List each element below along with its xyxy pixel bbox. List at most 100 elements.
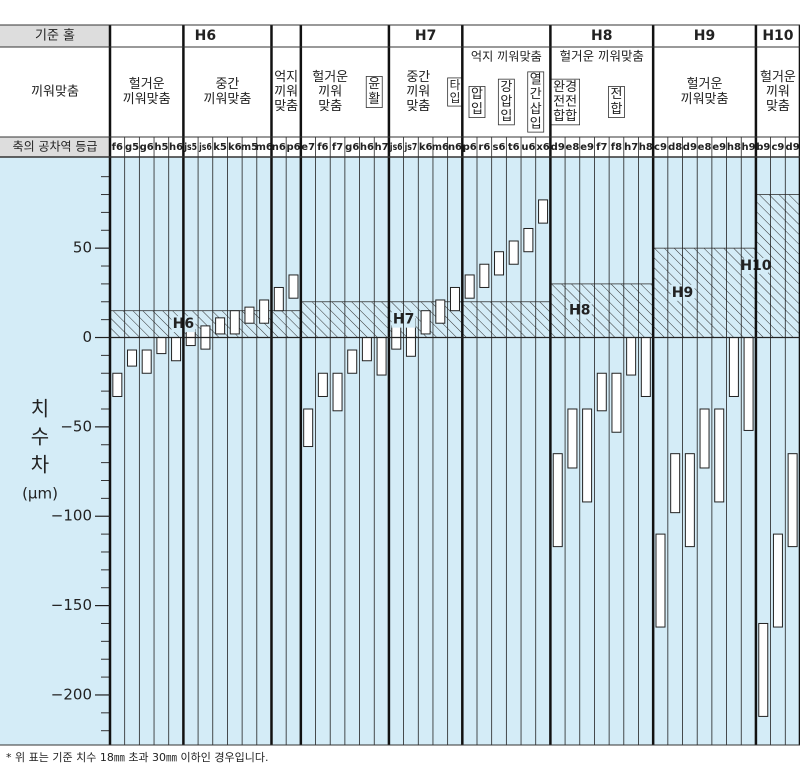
shaft-tolerance	[684, 453, 695, 548]
shaft-tolerance	[435, 299, 446, 324]
sub-fit-box	[468, 86, 486, 118]
grade-label: e8	[566, 142, 580, 153]
grade-label: c9	[771, 142, 784, 153]
grade-label: k6	[228, 142, 242, 153]
shaft-tolerance	[714, 408, 725, 503]
y-axis-label: (μm)	[22, 485, 58, 503]
grade-label: e7	[301, 142, 315, 153]
fit-label: 끼워	[766, 85, 790, 100]
shaft-tolerance	[670, 453, 681, 514]
shaft-tolerance	[229, 310, 240, 335]
shaft-tolerance	[332, 372, 343, 412]
shaft-tolerance	[171, 337, 182, 362]
grade-label: e9	[580, 142, 594, 153]
y-axis-label: 치	[31, 397, 49, 421]
shaft-tolerance	[640, 337, 651, 397]
fit-label: 중간	[215, 77, 239, 92]
y-axis-label: 수	[31, 425, 49, 449]
grade-label: d8	[668, 142, 682, 153]
grade-label: x6	[536, 142, 549, 153]
shaft-tolerance	[259, 299, 270, 324]
grade-label: m5	[241, 142, 258, 153]
grade-label: p6	[286, 142, 300, 153]
sub-fit-box	[365, 76, 383, 108]
sub-fit-label: 열	[530, 73, 542, 88]
header-cell	[0, 137, 110, 157]
y-tick-label: −50	[60, 417, 92, 435]
sub-fit-box	[527, 71, 545, 133]
sub-fit-label: 간	[530, 87, 542, 102]
y-tick-label: −100	[51, 507, 92, 525]
grade-label: u6	[521, 142, 535, 153]
shaft-tolerance	[508, 240, 519, 265]
grade-label: r6	[478, 142, 490, 153]
sub-fit-box	[608, 86, 625, 118]
shaft-tolerance	[758, 622, 769, 717]
shaft-tolerance	[317, 372, 328, 397]
grade-label: m6	[255, 142, 272, 153]
fit-label: 맞춤	[766, 99, 790, 114]
hole-label: H6	[195, 28, 216, 44]
shaft-tolerance	[303, 408, 314, 448]
shaft-tolerance	[420, 310, 431, 335]
fit-label: 중간	[406, 70, 430, 85]
sub-fit-label: 강	[500, 80, 512, 95]
fit-label: 억지 끼워맞춤	[471, 50, 542, 64]
grade-label: d9	[551, 142, 565, 153]
grade-label: g5	[125, 142, 139, 153]
fit-label: 헐거운	[687, 77, 723, 92]
grade-label: h5	[154, 142, 168, 153]
grade-label: d9	[683, 142, 697, 153]
sub-fit-label: 압	[500, 95, 512, 110]
shaft-tolerance	[288, 274, 299, 299]
shaft-tolerance	[464, 274, 475, 299]
grade-label: h7	[375, 142, 389, 153]
shaft-tolerance	[112, 372, 123, 397]
grade-label: js6	[198, 142, 211, 153]
grade-label: js5	[184, 142, 197, 153]
grade-label: m6	[432, 142, 449, 153]
grade-label: n6	[272, 142, 286, 153]
sub-fit-label: 합	[610, 102, 622, 117]
grade-label: h8	[727, 142, 741, 153]
grade-header: 축의 공차역 등급	[13, 140, 98, 154]
grade-label: js7	[404, 142, 417, 153]
shaft-tolerance	[582, 408, 593, 503]
grade-label: f6	[112, 142, 123, 153]
grade-label: d9	[786, 142, 800, 153]
grade-label: e9	[712, 142, 726, 153]
sub-fit-label: 전	[610, 87, 622, 102]
y-tick-label: −150	[51, 596, 92, 614]
hole-label: H9	[694, 28, 715, 44]
shaft-tolerance	[552, 453, 563, 548]
shaft-tolerance	[772, 533, 783, 628]
hole-label: H7	[415, 28, 436, 44]
sub-fit-label: 타	[450, 78, 461, 92]
fit-label: 끼워	[274, 85, 298, 100]
shaft-tolerance	[787, 453, 798, 548]
grade-label: f8	[611, 142, 622, 153]
sub-fit-label: 활	[368, 92, 380, 107]
hole-tolerance-band	[652, 247, 757, 338]
sub-fit-label: 합합	[553, 109, 577, 124]
shaft-tolerance	[244, 306, 255, 324]
grade-label: s6	[493, 142, 506, 153]
grade-label: h8	[639, 142, 653, 153]
grade-label: h7	[624, 142, 638, 153]
plot-background	[110, 157, 800, 745]
sub-fit-label: 입	[471, 102, 483, 117]
header-cell	[0, 25, 110, 47]
grade-label: t6	[508, 142, 520, 153]
fit-label: 헐거운	[760, 70, 796, 85]
fit-label: 억지	[274, 70, 298, 85]
grade-label: g6	[140, 142, 154, 153]
fit-label: 맞춤	[318, 99, 342, 114]
fit-label: 끼워	[406, 85, 430, 100]
shaft-tolerance	[156, 337, 167, 355]
fit-label: 헐거운	[312, 70, 348, 85]
shaft-tolerance	[538, 199, 549, 224]
sub-fit-label: 완경	[553, 80, 577, 95]
grade-label: k6	[419, 142, 433, 153]
shaft-tolerance	[479, 263, 490, 288]
grade-label: g6	[345, 142, 359, 153]
